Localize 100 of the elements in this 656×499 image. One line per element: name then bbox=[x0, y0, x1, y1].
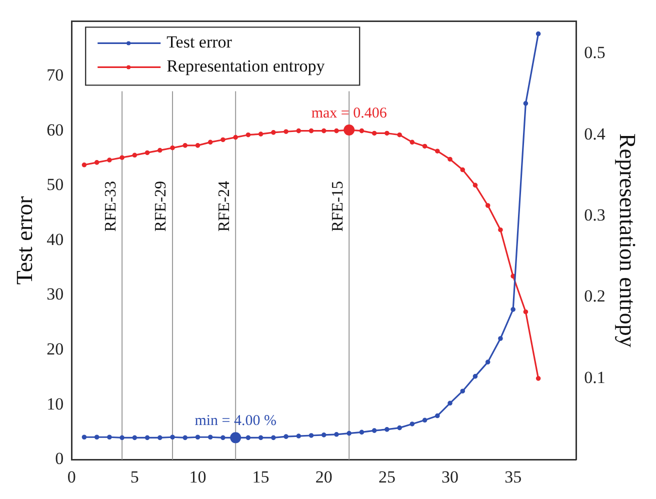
point bbox=[485, 360, 490, 364]
ref-line-label: RFE-24 bbox=[216, 180, 233, 232]
point bbox=[308, 128, 314, 134]
y-axis-title: Test error bbox=[12, 196, 37, 285]
annotation: min = 4.00 % bbox=[194, 413, 276, 430]
point bbox=[82, 434, 87, 440]
ref-line-label: RFE-33 bbox=[102, 180, 120, 232]
point bbox=[82, 162, 87, 168]
y-tick-label: 0 bbox=[55, 449, 64, 468]
point bbox=[296, 434, 302, 438]
point bbox=[157, 148, 162, 153]
point bbox=[334, 432, 339, 437]
point bbox=[220, 435, 226, 440]
point bbox=[94, 160, 100, 165]
point bbox=[422, 418, 428, 423]
point bbox=[448, 156, 452, 162]
point bbox=[435, 148, 440, 154]
legend-label: Representation entropy bbox=[166, 56, 326, 76]
y2-tick-label: 0.2 bbox=[584, 286, 606, 306]
point bbox=[523, 101, 528, 106]
point bbox=[246, 435, 251, 440]
ref-line-label: RFE-15 bbox=[329, 180, 346, 232]
point bbox=[208, 434, 213, 440]
point bbox=[372, 130, 377, 136]
y2-axis-title: Representation entropy bbox=[615, 133, 640, 348]
point bbox=[472, 182, 478, 188]
y-tick-label: 40 bbox=[46, 230, 64, 249]
point bbox=[498, 227, 503, 232]
y-tick-label: 60 bbox=[46, 120, 64, 140]
x-tick-label: 35 bbox=[504, 467, 522, 486]
x-tick-label: 15 bbox=[252, 467, 270, 486]
x-tick-label: 30 bbox=[442, 467, 459, 486]
point bbox=[246, 132, 251, 138]
point bbox=[132, 435, 138, 440]
point bbox=[485, 203, 490, 208]
point bbox=[359, 128, 364, 134]
point bbox=[157, 435, 162, 440]
point bbox=[120, 155, 124, 160]
point bbox=[170, 434, 175, 440]
ref-line-label: RFE-29 bbox=[152, 180, 170, 232]
point bbox=[284, 434, 288, 439]
point bbox=[410, 140, 415, 145]
legend-label: Test error bbox=[166, 32, 232, 52]
point bbox=[334, 128, 339, 134]
x-tick-label: 20 bbox=[315, 467, 332, 486]
point bbox=[346, 430, 352, 436]
point bbox=[94, 434, 100, 440]
point bbox=[359, 430, 364, 435]
point bbox=[170, 145, 175, 150]
point bbox=[233, 134, 238, 140]
point bbox=[296, 128, 302, 134]
point bbox=[472, 374, 478, 379]
point bbox=[410, 422, 415, 426]
point bbox=[523, 309, 528, 314]
point bbox=[435, 413, 440, 418]
point bbox=[498, 336, 503, 341]
y2-tick-label: 0.3 bbox=[584, 206, 606, 225]
point bbox=[460, 167, 466, 172]
point bbox=[384, 427, 390, 432]
point bbox=[258, 435, 264, 440]
y-tick-label: 30 bbox=[46, 284, 64, 304]
point bbox=[372, 428, 377, 433]
y2-tick-label: 0.4 bbox=[584, 124, 606, 144]
y-tick-label: 20 bbox=[46, 339, 64, 358]
y-tick-label: 50 bbox=[46, 175, 64, 194]
point bbox=[195, 434, 200, 440]
point bbox=[144, 435, 150, 440]
x-tick-label: 25 bbox=[378, 467, 396, 486]
point bbox=[321, 128, 326, 134]
point bbox=[195, 143, 200, 148]
y2-tick-label: 0.1 bbox=[584, 368, 606, 387]
point bbox=[220, 137, 226, 142]
y2-tick-label: 0.5 bbox=[584, 43, 606, 62]
point bbox=[182, 143, 188, 148]
x-tick-label: 10 bbox=[189, 467, 206, 486]
point bbox=[284, 129, 288, 134]
point bbox=[132, 152, 138, 158]
x-tick-label: 0 bbox=[67, 467, 76, 486]
annotation: max = 0.406 bbox=[311, 105, 388, 122]
point bbox=[448, 400, 452, 406]
point bbox=[144, 150, 150, 156]
point bbox=[271, 435, 276, 440]
point bbox=[510, 307, 516, 312]
point bbox=[107, 434, 112, 440]
y-tick-label: 10 bbox=[46, 394, 64, 414]
x-tick-label: 5 bbox=[130, 467, 139, 486]
point bbox=[120, 435, 124, 440]
point bbox=[536, 31, 541, 36]
point bbox=[308, 433, 314, 438]
point bbox=[384, 130, 390, 136]
point bbox=[397, 425, 402, 430]
point bbox=[536, 376, 541, 381]
point bbox=[107, 158, 112, 162]
point bbox=[208, 140, 213, 145]
point bbox=[271, 130, 276, 135]
point bbox=[182, 435, 188, 440]
y-tick-label: 70 bbox=[46, 65, 64, 84]
point bbox=[258, 132, 264, 136]
point bbox=[397, 132, 402, 138]
point bbox=[321, 432, 326, 438]
